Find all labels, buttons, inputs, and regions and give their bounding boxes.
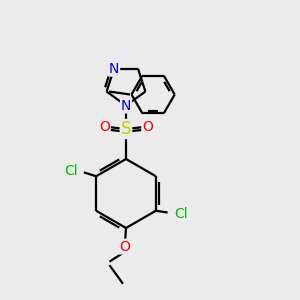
Text: S: S (121, 120, 131, 138)
Text: Cl: Cl (64, 164, 78, 178)
Text: Cl: Cl (174, 207, 188, 221)
Text: O: O (119, 240, 130, 254)
Text: O: O (142, 120, 153, 134)
Text: N: N (109, 62, 119, 76)
Text: O: O (99, 120, 110, 134)
Text: N: N (121, 99, 131, 112)
